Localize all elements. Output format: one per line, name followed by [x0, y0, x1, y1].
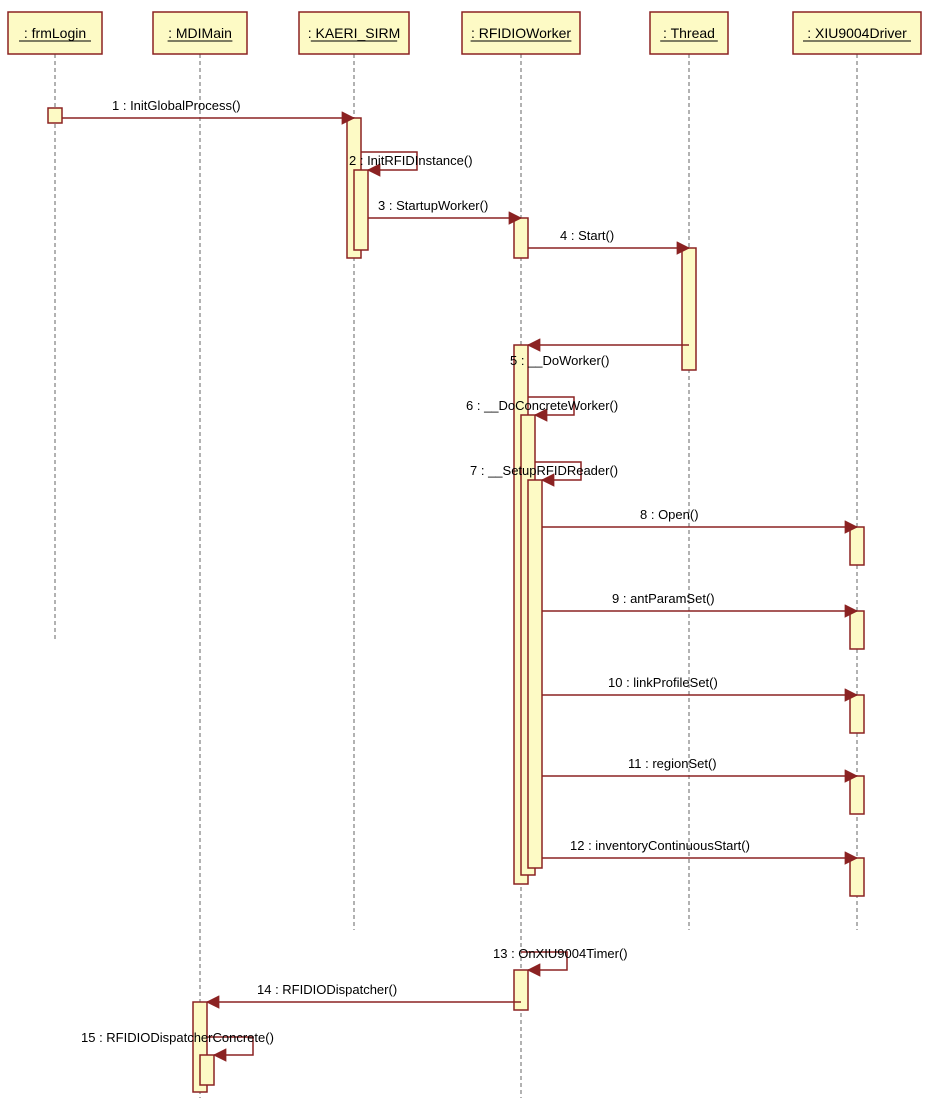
lifeline-label-frmLogin: : frmLogin — [24, 25, 86, 41]
message-10-label: 10 : linkProfileSet() — [608, 675, 718, 690]
message-11-label: 11 : regionSet() — [628, 756, 717, 771]
message-6-label: 6 : __DoConcreteWorker() — [466, 398, 618, 413]
activation-12 — [850, 858, 864, 896]
message-12-label: 12 : inventoryContinuousStart() — [570, 838, 750, 853]
activation-2 — [354, 170, 368, 250]
lifeline-label-Thread: : Thread — [663, 25, 715, 41]
activation-8 — [850, 527, 864, 565]
message-4-label: 4 : Start() — [560, 228, 614, 243]
activation-0 — [48, 108, 62, 123]
activation-9 — [850, 611, 864, 649]
message-2-label: 2 : InitRFIDInstance() — [349, 153, 473, 168]
message-1-label: 1 : InitGlobalProcess() — [112, 98, 241, 113]
activation-7 — [528, 480, 542, 868]
message-13-label: 13 : OnXIU9004Timer() — [493, 946, 628, 961]
message-8-label: 8 : Open() — [640, 507, 699, 522]
activation-11 — [850, 776, 864, 814]
lifeline-label-MDIMain: : MDIMain — [168, 25, 232, 41]
lifeline-label-KAERI_SIRM: : KAERI_SIRM — [308, 25, 401, 41]
message-3-label: 3 : StartupWorker() — [378, 198, 488, 213]
sequence-diagram: : frmLogin : MDIMain : KAERI_SIRM : RFIDIOW… — [0, 0, 939, 1108]
message-9-label: 9 : antParamSet() — [612, 591, 715, 606]
activation-4 — [682, 248, 696, 370]
activation-15 — [200, 1055, 214, 1085]
message-7-label: 7 : __SetupRFIDReader() — [470, 463, 618, 478]
lifeline-label-RFIDIOWorker: : RFIDIOWorker — [471, 25, 571, 41]
message-14-label: 14 : RFIDIODispatcher() — [257, 982, 397, 997]
message-15-label: 15 : RFIDIODispatcherConcrete() — [81, 1030, 274, 1045]
lifeline-label-XIU9004Driver: : XIU9004Driver — [807, 25, 907, 41]
activation-13 — [514, 970, 528, 1010]
message-5-label: 5 : __DoWorker() — [510, 353, 609, 368]
activation-3 — [514, 218, 528, 258]
activation-10 — [850, 695, 864, 733]
